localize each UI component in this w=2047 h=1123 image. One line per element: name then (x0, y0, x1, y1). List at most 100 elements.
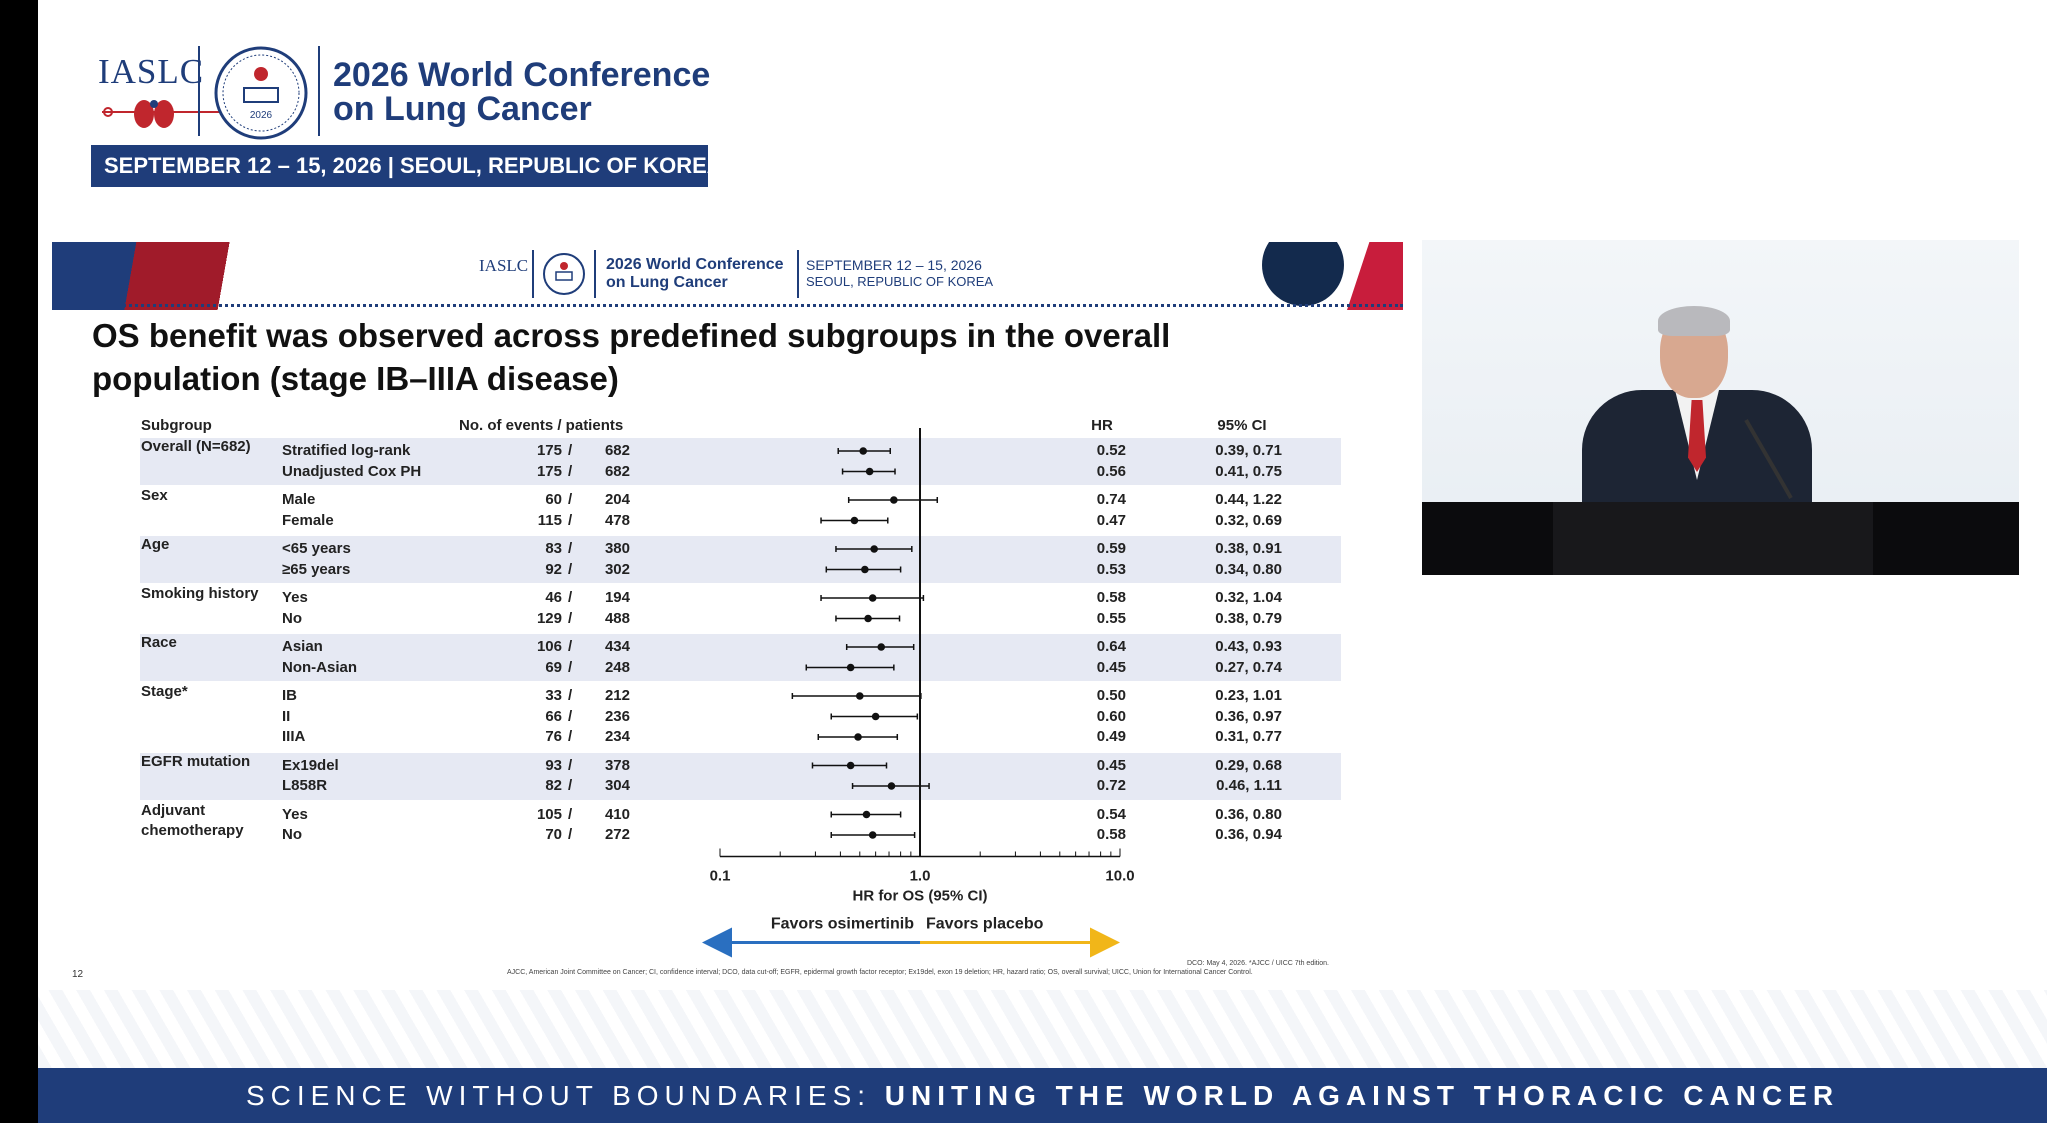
banner-decoration-circle (1262, 242, 1344, 306)
row-label: No (282, 609, 302, 627)
row-separator: / (568, 707, 573, 725)
tagline-light: SCIENCE WITHOUT BOUNDARIES: (245, 1080, 885, 1111)
slide-date-line2: SEOUL, REPUBLIC OF KOREA (806, 274, 994, 289)
podium-front (1553, 502, 1873, 575)
group-band (140, 752, 1341, 800)
conference-date-bar: SEPTEMBER 12 – 15, 2026 | SEOUL, REPUBLI… (91, 145, 723, 187)
x-axis-label: HR for OS (95% CI) (852, 888, 987, 905)
banner-decoration-left (52, 242, 262, 310)
row-label: Yes (282, 805, 308, 823)
row-ci: 0.31, 0.77 (1215, 728, 1282, 745)
favors-left-label: Favors osimertinib (771, 916, 914, 933)
x-tick-label: 10.0 (1105, 868, 1134, 885)
row-patients: 682 (604, 462, 630, 480)
row-label: <65 years (282, 540, 351, 557)
slide-date-line1: SEPTEMBER 12 – 15, 2026 (806, 257, 982, 273)
slide-conference-line2: on Lung Cancer (606, 274, 728, 291)
row-ci: 0.27, 0.74 (1215, 658, 1282, 676)
tagline-bold: UNITING THE WORLD AGAINST THORACIC CANCE… (884, 1080, 1840, 1111)
row-ci: 0.38, 0.79 (1215, 609, 1282, 627)
row-separator: / (568, 687, 573, 704)
speaker-tie (1688, 400, 1706, 472)
row-hr: 0.54 (1096, 805, 1126, 823)
row-events: 115 (537, 511, 562, 529)
row-patients: 194 (604, 589, 630, 606)
row-hr: 0.74 (1096, 491, 1126, 508)
hr-point (890, 496, 898, 504)
row-label: Ex19del (282, 756, 339, 774)
row-ci: 0.36, 0.97 (1215, 707, 1282, 725)
row-ci: 0.43, 0.93 (1215, 638, 1282, 655)
hr-point (846, 761, 855, 770)
row-hr: 0.45 (1096, 658, 1126, 676)
slide-banner: IASLC 2026 World Conference on Lung Canc… (52, 242, 1403, 310)
row-patients: 204 (604, 491, 630, 508)
speaker-hair (1658, 306, 1730, 336)
row-patients: 410 (604, 805, 630, 823)
row-patients: 236 (604, 707, 630, 725)
forest-plot: 0.1 1.0 10.0 HR for OS (95% CI) Favors osime… (702, 428, 1135, 958)
seal-year: 2026 (250, 110, 273, 121)
row-events: 93 (545, 756, 562, 774)
row-patients: 380 (604, 540, 630, 557)
row-label: ≥65 years (282, 560, 351, 578)
conference-logo-text: IASLC (98, 52, 205, 91)
hr-point (871, 712, 880, 721)
row-separator: / (568, 638, 573, 655)
row-ci: 0.44, 1.22 (1215, 491, 1282, 508)
group-name: Age (141, 536, 170, 553)
row-label: II (282, 707, 291, 725)
group-name: Stage* (141, 683, 188, 700)
row-separator: / (568, 560, 573, 578)
column-header-subgroup: Subgroup (141, 417, 212, 434)
hr-point (887, 782, 896, 790)
row-patients: 212 (604, 687, 630, 704)
row-separator: / (568, 442, 573, 459)
hr-point (862, 810, 871, 819)
row-separator: / (568, 589, 573, 606)
group-name: Sex (141, 487, 168, 504)
hr-point (854, 733, 862, 741)
row-events: 175 (536, 462, 562, 480)
row-ci: 0.34, 0.80 (1215, 560, 1282, 578)
row-separator: / (568, 777, 573, 794)
row-events: 92 (545, 560, 562, 578)
row-events: 83 (545, 540, 562, 557)
column-header-ci: 95% CI (1217, 417, 1267, 434)
row-events: 106 (536, 638, 562, 655)
row-hr: 0.72 (1096, 777, 1126, 794)
row-separator: / (568, 511, 573, 529)
row-events: 129 (536, 609, 562, 627)
slide-conference-line1: 2026 World Conference (606, 256, 784, 273)
row-ci: 0.23, 1.01 (1215, 687, 1282, 704)
group-name: EGFR mutation (141, 752, 251, 770)
slide-number: 12 (72, 969, 84, 980)
hr-point (868, 831, 877, 839)
row-label: IIIA (282, 728, 306, 745)
row-patients: 682 (604, 442, 630, 459)
row-events: 66 (545, 707, 562, 725)
hr-point (868, 594, 877, 602)
row-separator: / (568, 491, 573, 508)
row-patients: 302 (604, 560, 630, 578)
hr-point (865, 467, 874, 476)
group-name: chemotherapy (141, 822, 244, 839)
group-name: Adjuvant (141, 801, 206, 819)
row-hr: 0.47 (1096, 511, 1126, 529)
row-hr: 0.55 (1096, 609, 1126, 627)
row-ci: 0.36, 0.80 (1215, 805, 1282, 823)
background-pattern (38, 990, 2047, 1068)
row-patients: 378 (604, 756, 630, 774)
banner-dotted-rule (52, 304, 1403, 307)
hr-point (864, 614, 872, 623)
row-hr: 0.49 (1096, 728, 1126, 745)
row-ci: 0.32, 0.69 (1215, 511, 1282, 529)
hr-point (861, 565, 869, 574)
row-separator: / (568, 462, 573, 480)
row-hr: 0.52 (1096, 442, 1126, 459)
row-ci: 0.46, 1.11 (1216, 777, 1282, 794)
conference-tagline-bar: SCIENCE WITHOUT BOUNDARIES: UNITING THE … (38, 1068, 2047, 1123)
hr-point (855, 692, 864, 700)
group-band (140, 438, 1341, 485)
slide-title: OS benefit was observed across predefine… (92, 314, 1192, 400)
